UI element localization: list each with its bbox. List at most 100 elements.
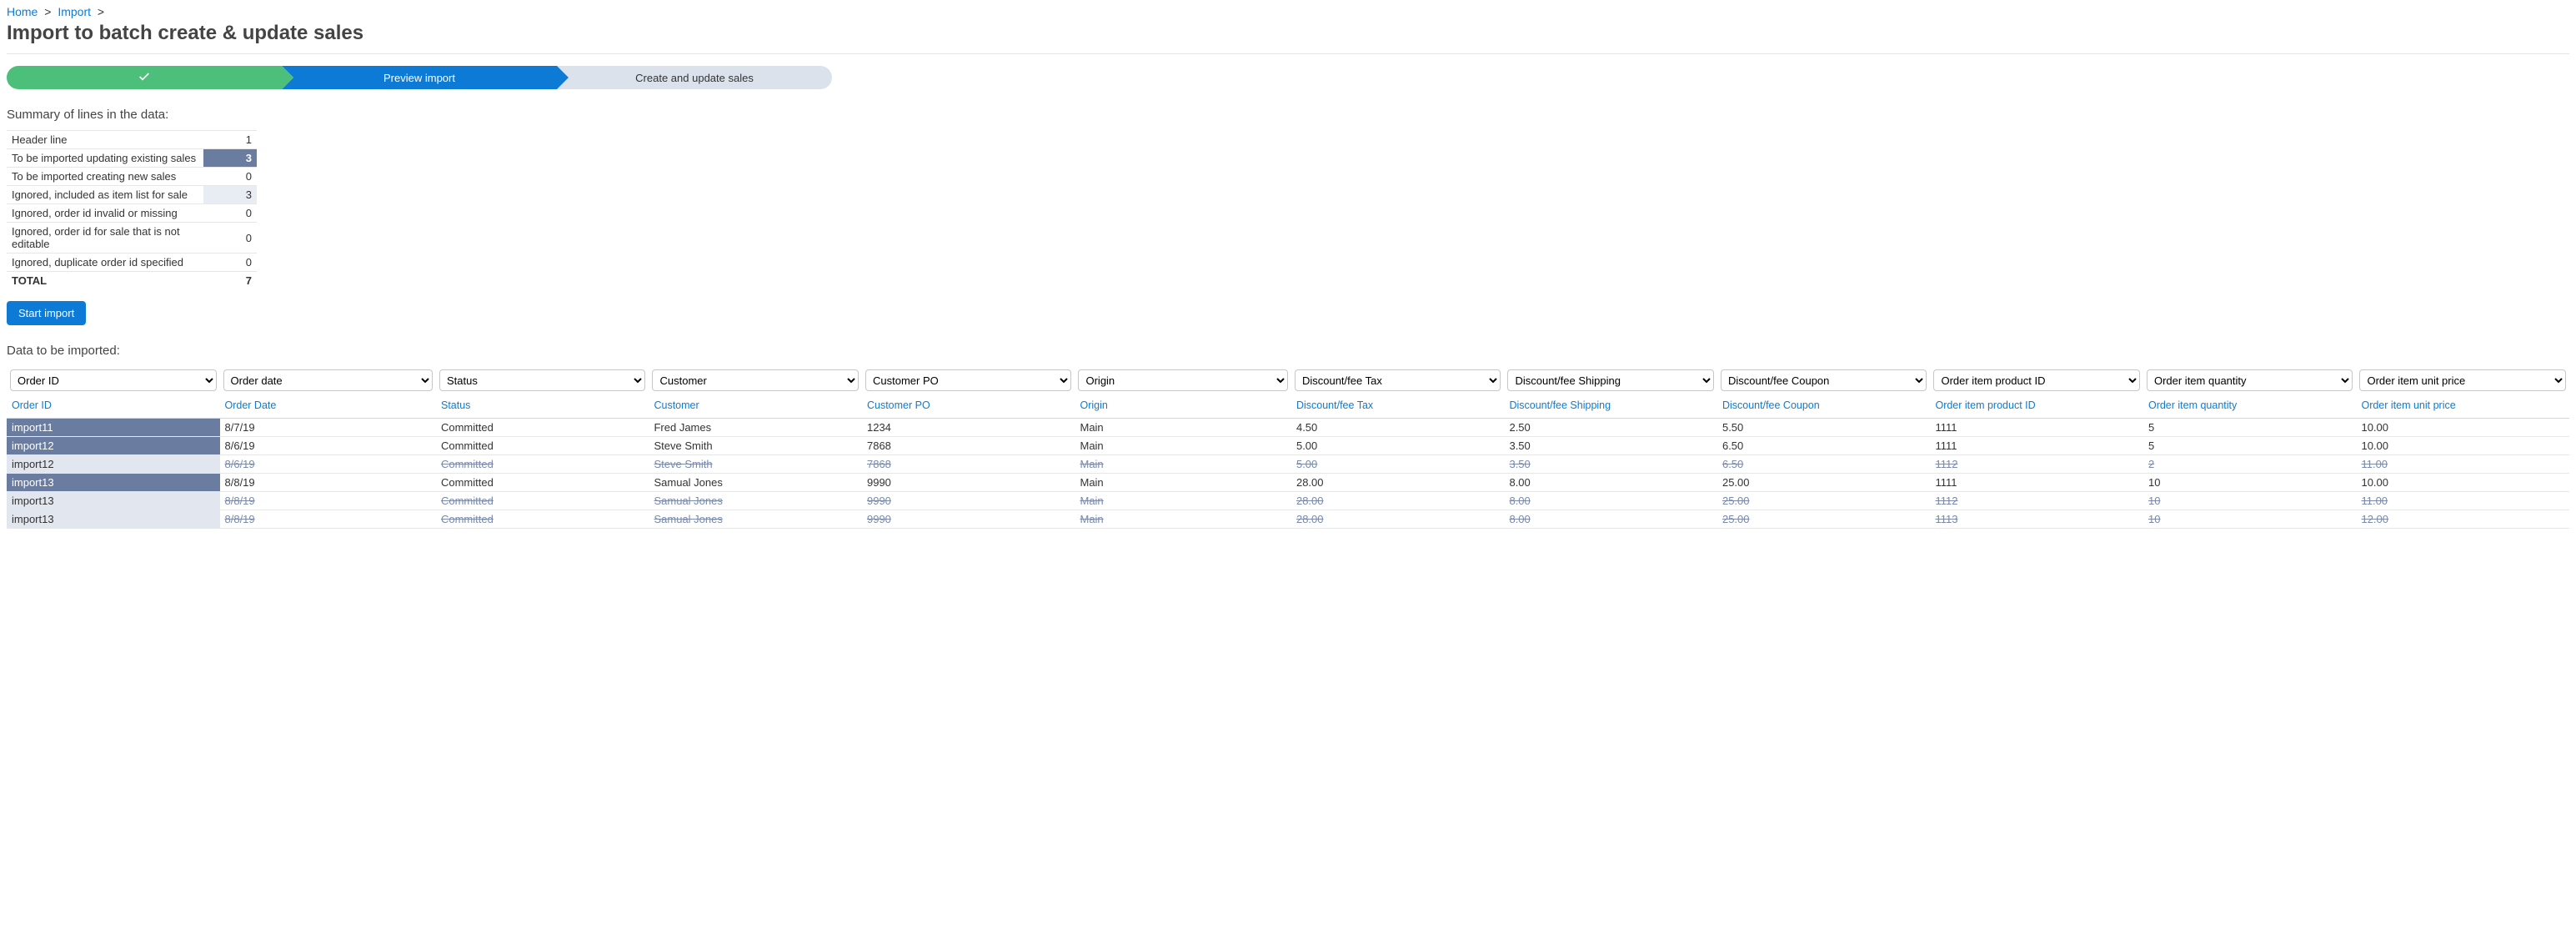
table-cell: Steve Smith bbox=[649, 455, 862, 474]
column-mapping-select[interactable]: Status bbox=[439, 369, 646, 391]
column-header: Discount/fee Tax bbox=[1291, 394, 1505, 419]
table-cell: 25.00 bbox=[1717, 492, 1931, 510]
summary-row: Header line1 bbox=[7, 131, 257, 149]
table-cell: 8.00 bbox=[1504, 510, 1717, 529]
table-cell: 8/8/19 bbox=[220, 474, 436, 492]
table-cell: 11.00 bbox=[2356, 492, 2569, 510]
table-cell: 2.50 bbox=[1504, 419, 1717, 437]
table-cell: 5.50 bbox=[1717, 419, 1931, 437]
table-cell: Main bbox=[1075, 455, 1291, 474]
column-mapping-select[interactable]: Order item product ID bbox=[1933, 369, 2140, 391]
table-cell: 7868 bbox=[862, 455, 1075, 474]
breadcrumb-sep: > bbox=[94, 5, 108, 18]
table-cell: Committed bbox=[436, 474, 649, 492]
summary-value: 3 bbox=[203, 149, 257, 168]
column-header: Discount/fee Shipping bbox=[1504, 394, 1717, 419]
summary-total-label: TOTAL bbox=[7, 272, 203, 290]
column-mapping-select[interactable]: Discount/fee Shipping bbox=[1507, 369, 1714, 391]
column-mapping-select[interactable]: Order date bbox=[223, 369, 433, 391]
table-cell: 5 bbox=[2143, 437, 2357, 455]
summary-label: Ignored, order id invalid or missing bbox=[7, 204, 203, 223]
table-cell: Main bbox=[1075, 437, 1291, 455]
table-cell: Fred James bbox=[649, 419, 862, 437]
table-cell: 8/8/19 bbox=[220, 492, 436, 510]
breadcrumb-home[interactable]: Home bbox=[7, 5, 38, 18]
table-cell: 2 bbox=[2143, 455, 2357, 474]
table-cell: 5.00 bbox=[1291, 437, 1505, 455]
column-mapping-select[interactable]: Customer PO bbox=[865, 369, 1072, 391]
column-mapping-select[interactable]: Order item unit price bbox=[2359, 369, 2566, 391]
table-cell: 4.50 bbox=[1291, 419, 1505, 437]
table-cell: import11 bbox=[7, 419, 220, 437]
column-mapping-select[interactable]: Origin bbox=[1078, 369, 1287, 391]
column-mapping-select[interactable]: Order item quantity bbox=[2147, 369, 2353, 391]
table-cell: 1111 bbox=[1930, 419, 2143, 437]
table-cell: Main bbox=[1075, 419, 1291, 437]
breadcrumb-import[interactable]: Import bbox=[58, 5, 91, 18]
table-cell: 8.00 bbox=[1504, 474, 1717, 492]
table-cell: Committed bbox=[436, 492, 649, 510]
summary-label: To be imported updating existing sales bbox=[7, 149, 203, 168]
table-cell: Main bbox=[1075, 492, 1291, 510]
start-import-button[interactable]: Start import bbox=[7, 301, 86, 325]
table-cell: 28.00 bbox=[1291, 510, 1505, 529]
table-cell: 10 bbox=[2143, 474, 2357, 492]
column-header: Status bbox=[436, 394, 649, 419]
table-cell: 9990 bbox=[862, 474, 1075, 492]
summary-value: 0 bbox=[203, 168, 257, 186]
table-cell: import12 bbox=[7, 437, 220, 455]
column-header: Order item unit price bbox=[2356, 394, 2569, 419]
summary-value: 0 bbox=[203, 223, 257, 254]
table-cell: 28.00 bbox=[1291, 474, 1505, 492]
summary-label: Ignored, included as item list for sale bbox=[7, 186, 203, 204]
breadcrumb: Home > Import > bbox=[7, 0, 2569, 20]
data-table: Order IDOrder dateStatusCustomerCustomer… bbox=[7, 366, 2569, 529]
summary-label: Ignored, order id for sale that is not e… bbox=[7, 223, 203, 254]
column-mapping-select[interactable]: Order ID bbox=[10, 369, 217, 391]
table-cell: 1111 bbox=[1930, 437, 2143, 455]
summary-value: 1 bbox=[203, 131, 257, 149]
column-mapping-select[interactable]: Discount/fee Coupon bbox=[1721, 369, 1927, 391]
table-cell: 5.00 bbox=[1291, 455, 1505, 474]
table-cell: 6.50 bbox=[1717, 437, 1931, 455]
summary-row: Ignored, order id invalid or missing0 bbox=[7, 204, 257, 223]
summary-heading: Summary of lines in the data: bbox=[7, 108, 2569, 122]
table-cell: Committed bbox=[436, 510, 649, 529]
summary-label: Header line bbox=[7, 131, 203, 149]
table-cell: 11.00 bbox=[2356, 455, 2569, 474]
column-mapping-select[interactable]: Discount/fee Tax bbox=[1295, 369, 1501, 391]
summary-total-row: TOTAL7 bbox=[7, 272, 257, 290]
summary-row: To be imported updating existing sales3 bbox=[7, 149, 257, 168]
table-row: import118/7/19CommittedFred James1234Mai… bbox=[7, 419, 2569, 437]
table-cell: 8/6/19 bbox=[220, 437, 436, 455]
table-cell: 3.50 bbox=[1504, 437, 1717, 455]
table-cell: import13 bbox=[7, 510, 220, 529]
table-cell: 12.00 bbox=[2356, 510, 2569, 529]
table-row: import138/8/19CommittedSamual Jones9990M… bbox=[7, 474, 2569, 492]
table-cell: 9990 bbox=[862, 492, 1075, 510]
column-header: Order item quantity bbox=[2143, 394, 2357, 419]
column-mapping-select[interactable]: Customer bbox=[652, 369, 859, 391]
summary-table: Header line1To be imported updating exis… bbox=[7, 130, 257, 289]
table-cell: 10 bbox=[2143, 510, 2357, 529]
table-cell: Main bbox=[1075, 510, 1291, 529]
column-header: Order ID bbox=[7, 394, 220, 419]
step-preview-import: Preview import bbox=[282, 66, 557, 89]
table-row: import128/6/19CommittedSteve Smith7868Ma… bbox=[7, 455, 2569, 474]
column-header: Origin bbox=[1075, 394, 1291, 419]
table-cell: 1113 bbox=[1930, 510, 2143, 529]
table-cell: 10 bbox=[2143, 492, 2357, 510]
table-cell: 10.00 bbox=[2356, 419, 2569, 437]
table-cell: Steve Smith bbox=[649, 437, 862, 455]
summary-value: 3 bbox=[203, 186, 257, 204]
table-cell: Committed bbox=[436, 455, 649, 474]
table-cell: 10.00 bbox=[2356, 474, 2569, 492]
divider bbox=[7, 53, 2569, 54]
table-cell: 10.00 bbox=[2356, 437, 2569, 455]
summary-value: 0 bbox=[203, 254, 257, 272]
summary-label: Ignored, duplicate order id specified bbox=[7, 254, 203, 272]
column-header: Customer PO bbox=[862, 394, 1075, 419]
table-row: import138/8/19CommittedSamual Jones9990M… bbox=[7, 492, 2569, 510]
stepper: Preview import Create and update sales bbox=[7, 66, 832, 89]
table-cell: 1111 bbox=[1930, 474, 2143, 492]
